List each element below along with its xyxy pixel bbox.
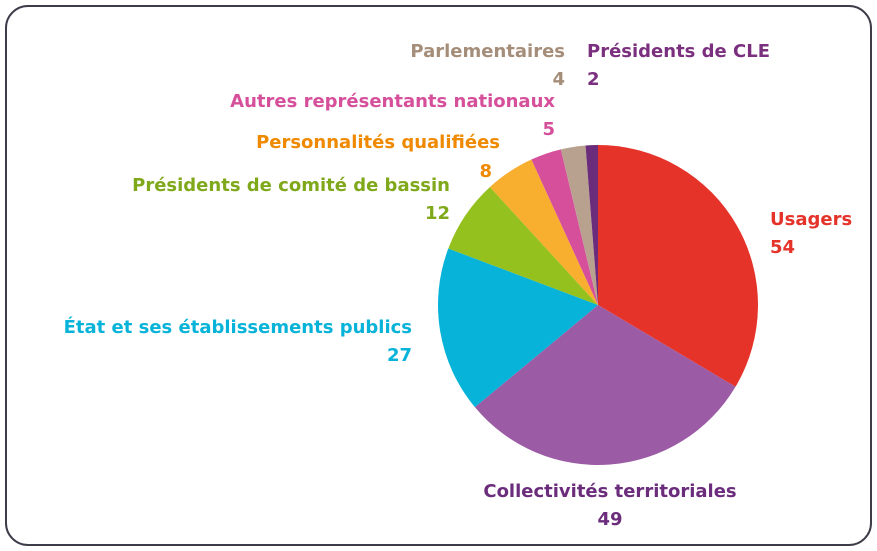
pie-slice: [560, 145, 598, 305]
slice-value: 27: [387, 345, 412, 366]
slice-value: 54: [770, 237, 795, 258]
pie-slice: [474, 305, 736, 466]
slice-label: Présidents de CLE: [587, 41, 770, 62]
pie-slice: [598, 145, 758, 387]
slice-label: Présidents de comité de bassin: [132, 175, 450, 196]
pie-slice: [531, 149, 598, 305]
slice-value: 12: [425, 203, 450, 224]
pie-slice: [438, 248, 598, 408]
slice-value: 2: [587, 69, 600, 90]
slice-label: Collectivités territoriales: [483, 481, 736, 502]
slice-label: Usagers: [770, 209, 852, 230]
slice-value: 49: [597, 509, 622, 530]
slice-value: 4: [552, 69, 565, 90]
pie-slice: [585, 145, 598, 305]
slice-label: Autres représentants nationaux: [230, 91, 555, 112]
slice-value: 8: [479, 161, 492, 182]
slice-value: 5: [542, 119, 555, 140]
slice-label: État et ses établissements publics: [64, 316, 412, 338]
pie-slice: [448, 187, 598, 305]
slice-label: Parlementaires: [410, 41, 565, 62]
slice-label: Personnalités qualifiées: [256, 132, 500, 153]
pie-slice: [489, 159, 598, 305]
